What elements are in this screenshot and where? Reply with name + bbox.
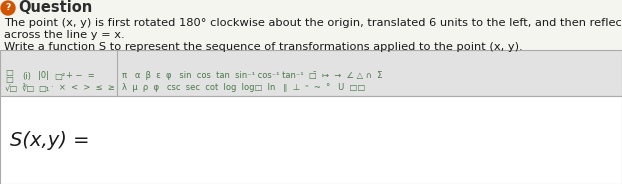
Text: across the line y = x.: across the line y = x. bbox=[4, 30, 124, 40]
Text: S(x,y) =: S(x,y) = bbox=[10, 130, 90, 149]
Text: + −  =: + − = bbox=[66, 72, 95, 81]
Text: Write a function S to represent the sequence of transformations applied to the p: Write a function S to represent the sequ… bbox=[4, 42, 522, 52]
Text: □₁: □₁ bbox=[38, 84, 49, 93]
Text: λ  μ  ρ  φ   csc  sec  cot  log  log□  ln   ∥  ⊥  ⁿ  ~  °   U  □□: λ μ ρ φ csc sec cot log log□ ln ∥ ⊥ ⁿ ~ … bbox=[122, 84, 365, 93]
Text: □²: □² bbox=[54, 72, 65, 81]
Text: ?: ? bbox=[6, 3, 11, 13]
Text: ∛□: ∛□ bbox=[22, 84, 35, 93]
Text: □
□: □ □ bbox=[5, 68, 13, 84]
Circle shape bbox=[1, 1, 15, 15]
Text: (i): (i) bbox=[22, 72, 31, 81]
Text: The point (x, y) is first rotated 180° clockwise about the origin, translated 6 : The point (x, y) is first rotated 180° c… bbox=[4, 18, 622, 28]
Text: ·  ×  <  >  ≤  ≥: · × < > ≤ ≥ bbox=[51, 84, 115, 93]
Text: |0|: |0| bbox=[38, 72, 49, 81]
Bar bbox=[0, 50, 622, 96]
Text: √□: √□ bbox=[5, 84, 18, 93]
Text: π   α  β  ε  φ   sin  cos  tan  sin⁻¹ cos⁻¹ tan⁻¹  □̄  ↦  →  ∠ △ ∩  Σ: π α β ε φ sin cos tan sin⁻¹ cos⁻¹ tan⁻¹ … bbox=[122, 72, 383, 81]
Text: Question: Question bbox=[18, 1, 92, 15]
Bar bbox=[0, 96, 622, 184]
